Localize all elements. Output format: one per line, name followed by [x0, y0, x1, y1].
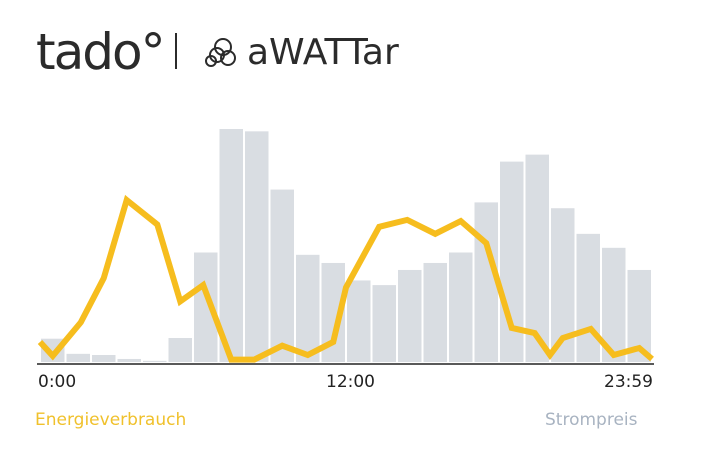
price-bar	[143, 360, 167, 362]
price-bar	[245, 131, 269, 362]
price-bar	[321, 262, 345, 362]
x-tick-label: 0:00	[38, 372, 77, 392]
price-bar	[474, 202, 498, 362]
price-bar	[627, 269, 651, 362]
x-tick-label: 12:00	[326, 372, 375, 392]
price-bar	[270, 189, 294, 362]
price-bar	[66, 353, 90, 362]
price-bar	[194, 252, 218, 362]
legend-energy: Energieverbrauch	[35, 410, 187, 430]
price-bar	[525, 154, 549, 362]
tado-logo: tado°	[36, 23, 166, 81]
price-bar	[602, 247, 626, 362]
price-bar	[449, 252, 473, 362]
price-bar	[347, 280, 371, 362]
price-bar	[551, 208, 575, 362]
awattar-logo-text: aWATTar	[247, 32, 399, 73]
price-bar	[576, 233, 600, 362]
awattar-rings-icon	[205, 38, 236, 67]
logo-divider	[175, 33, 177, 69]
price-bar	[117, 358, 141, 362]
price-bar	[423, 262, 447, 362]
price-bar	[92, 355, 116, 362]
energy-line	[37, 194, 654, 363]
legend-price: Strompreis	[545, 410, 638, 430]
price-bar	[372, 285, 396, 362]
price-bar	[219, 129, 243, 362]
awattar-logo: aWATTar	[247, 28, 399, 78]
price-bar	[296, 254, 320, 362]
price-bar	[398, 269, 422, 362]
price-bar	[168, 338, 192, 362]
x-tick-label: 23:59	[604, 372, 653, 392]
